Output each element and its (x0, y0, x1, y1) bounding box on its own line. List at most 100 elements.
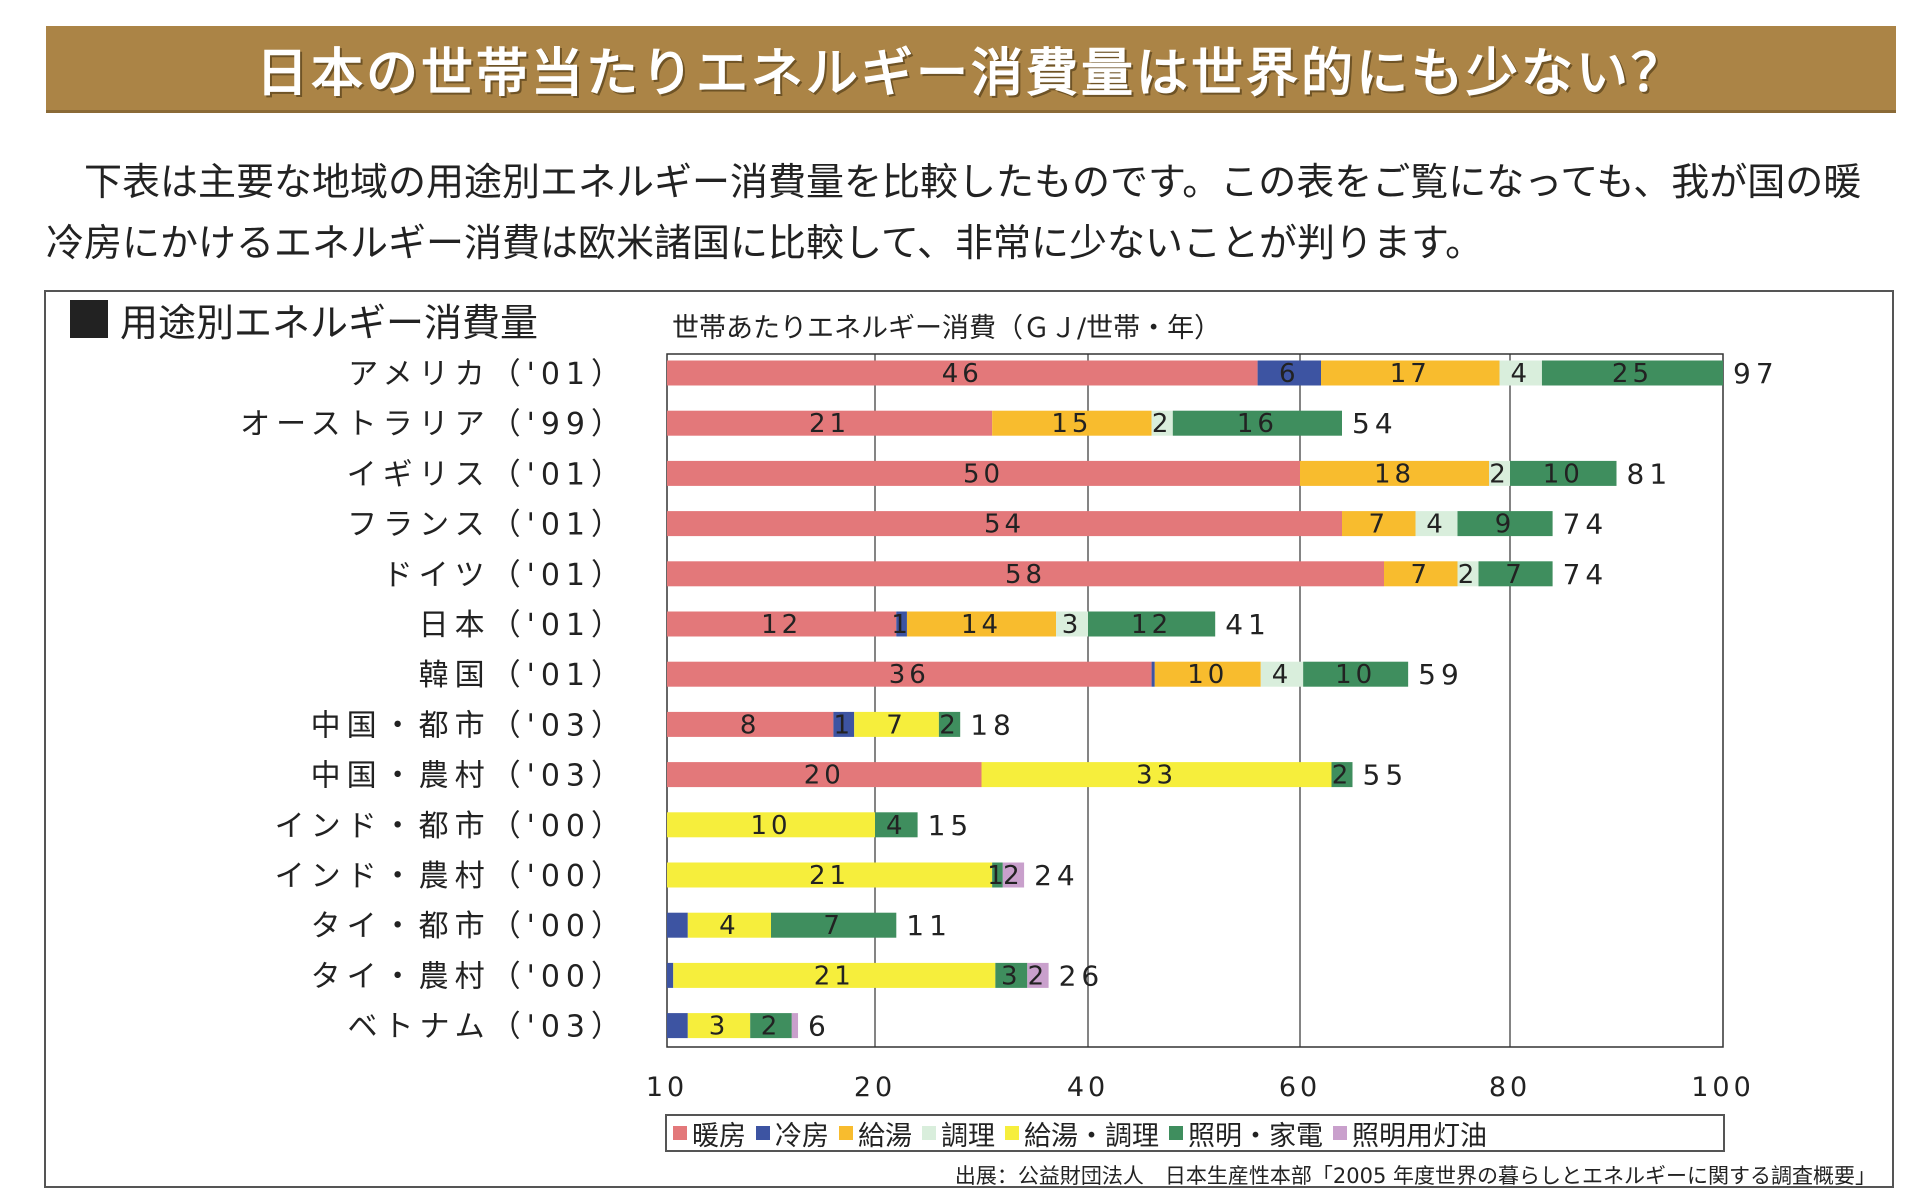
bar-segment (1027, 962, 1049, 988)
segment-value-label: 36 (889, 660, 930, 690)
bar-segment (667, 561, 1384, 587)
chart-frame (44, 290, 1894, 1188)
segment-value-label: 7 (886, 710, 907, 740)
bar-segment (791, 1013, 799, 1039)
bar-segment (1489, 460, 1510, 486)
segment-value-label: 3 (1001, 961, 1022, 991)
title-banner: 日本の世帯当たりエネルギー消費量は世界的にも少ない？ (46, 26, 1896, 110)
total-value-label: 97 (1733, 357, 1779, 390)
intro-paragraph: 下表は主要な地域の用途別エネルギー消費量を比較したものです。この表をご覧になって… (46, 152, 1896, 274)
legend-label: 照明・家電 (1188, 1120, 1323, 1152)
x-tick-label: 100 (1691, 1072, 1755, 1103)
chart-legend: 暖房 冷房 給湯 調理 給湯・調理 照明・家電 照明用灯油 (665, 1114, 1725, 1152)
bar-segment (667, 962, 674, 988)
bar-segment (667, 912, 688, 938)
legend-swatch (1333, 1126, 1347, 1140)
total-value-label: 55 (1363, 759, 1409, 792)
intro-line-2: 冷房にかけるエネルギー消費は欧米諸国に比較して、非常に少ないことが判ります。 (46, 221, 1484, 265)
legend-item: 給湯・調理 (1005, 1114, 1159, 1153)
category-label: 中国・都市（'03） (311, 708, 627, 743)
segment-value-label: 10 (1543, 459, 1584, 489)
bar-segment (1172, 410, 1342, 436)
bar-segment (1331, 762, 1353, 788)
bar-segment (1499, 360, 1542, 386)
x-tick-label: 40 (1067, 1072, 1109, 1103)
bar-segment (1457, 561, 1479, 587)
bar-segment (995, 962, 1028, 988)
bar-segment (1510, 460, 1617, 486)
segment-value-label: 3 (1062, 610, 1083, 640)
category-label: オーストラリア（'99） (240, 407, 627, 442)
legend-item: 照明・家電 (1169, 1114, 1323, 1153)
category-label: アメリカ（'01） (348, 357, 627, 392)
segment-value-label: 21 (809, 861, 850, 891)
category-label: ドイツ（'01） (383, 558, 627, 593)
segment-value-label: 10 (750, 811, 791, 841)
bar-segment (896, 611, 907, 637)
legend-label: 冷房 (775, 1120, 829, 1152)
segment-value-label: 1 (987, 861, 1008, 891)
category-label: ベトナム（'03） (347, 1010, 627, 1045)
bar-segment (1321, 360, 1500, 386)
legend-label: 給湯 (858, 1120, 912, 1152)
bar-segment (1151, 410, 1173, 436)
segment-value-label: 4 (1426, 510, 1447, 540)
bar-segment (687, 912, 771, 938)
segment-value-label: 2 (1152, 409, 1173, 439)
x-tick-label: 10 (646, 1072, 688, 1103)
legend-swatch (1005, 1126, 1019, 1140)
axis-unit-label: 世帯あたりエネルギー消費（ＧＪ/世帯・年） (672, 313, 1222, 344)
bar-segment (992, 862, 1003, 888)
bar-segment (1478, 561, 1553, 587)
plot-area (666, 353, 1724, 1048)
segment-value-label: 10 (1335, 660, 1376, 690)
bar-segment (667, 862, 993, 888)
segment-value-label: 2 (1332, 761, 1353, 791)
segment-value-label: 7 (1505, 560, 1526, 590)
legend-swatch (756, 1126, 770, 1140)
bar-segment (667, 812, 875, 838)
bar-segment (1260, 661, 1304, 687)
bar-segment (1088, 611, 1216, 637)
category-label: イギリス（'01） (347, 457, 627, 492)
segment-value-label: 2 (761, 1012, 782, 1042)
bar-segment (1257, 360, 1321, 386)
bar-segment (750, 1013, 792, 1039)
page-title: 日本の世帯当たりエネルギー消費量は世界的にも少ない？ (255, 43, 1686, 104)
total-value-label: 74 (1563, 558, 1609, 591)
segment-value-label: 58 (1005, 560, 1046, 590)
segment-value-label: 9 (1495, 510, 1516, 540)
segment-value-label: 4 (1272, 660, 1293, 690)
total-value-label: 18 (970, 708, 1016, 741)
legend-item: 冷房 (756, 1114, 829, 1153)
segment-value-label: 1 (891, 610, 912, 640)
bar-segment (1154, 661, 1261, 687)
bar-segment (667, 460, 1300, 486)
segment-value-label: 7 (823, 911, 844, 941)
category-label: タイ・農村（'00） (311, 959, 627, 994)
segment-value-label: 15 (1051, 409, 1092, 439)
legend-item: 調理 (922, 1114, 995, 1153)
bar-segment (1300, 460, 1489, 486)
x-tick-label: 80 (1489, 1072, 1531, 1103)
bar-segment (1056, 611, 1088, 637)
legend-swatch (839, 1126, 853, 1140)
segment-value-label: 46 (942, 359, 983, 389)
bar-segment (687, 1013, 751, 1039)
segment-value-label: 16 (1237, 409, 1278, 439)
legend-label: 給湯・調理 (1024, 1120, 1159, 1152)
category-label: インド・農村（'00） (275, 859, 627, 894)
legend-label: 調理 (941, 1120, 995, 1152)
segment-value-label: 12 (1131, 610, 1172, 640)
section-heading-text: 用途別エネルギー消費量 (120, 300, 539, 345)
category-label: 韓国（'01） (419, 658, 627, 693)
total-value-label: 26 (1059, 959, 1105, 992)
bar-segment (1002, 862, 1025, 888)
bar-segment (771, 912, 897, 938)
bar-segment (992, 410, 1152, 436)
bar-segment (667, 661, 1152, 687)
bar-segment (1151, 661, 1155, 687)
segment-value-label: 25 (1612, 359, 1653, 389)
bar-segment (833, 711, 855, 737)
bar-segment (667, 360, 1258, 386)
